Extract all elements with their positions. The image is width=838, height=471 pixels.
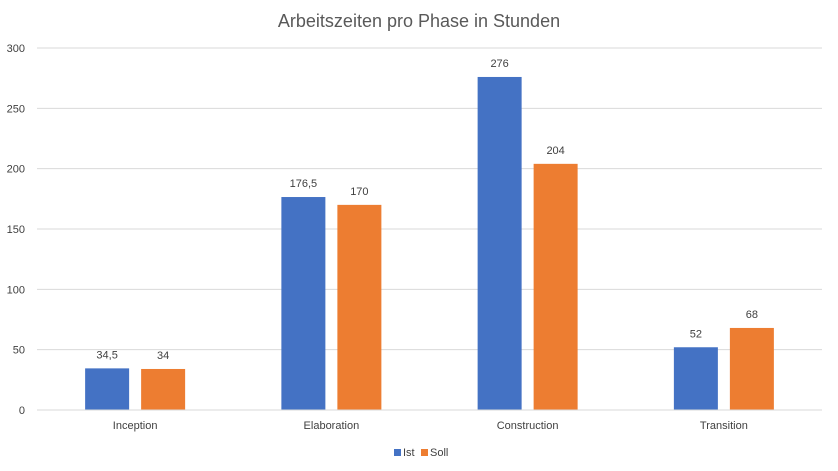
y-tick-label: 50	[13, 345, 25, 357]
y-tick-label: 250	[7, 103, 25, 115]
x-category-label: Transition	[700, 420, 748, 432]
data-label: 52	[690, 328, 702, 340]
bar-ist-elaboration	[281, 197, 326, 410]
data-label: 170	[350, 186, 368, 198]
bars	[85, 76, 774, 411]
bar-soll-transition	[729, 327, 774, 410]
bar-ist-transition	[673, 347, 718, 410]
y-axis-ticks: 0 50 100 150 200 250 300	[7, 43, 25, 417]
y-tick-label: 0	[19, 405, 25, 417]
x-axis-categories: Inception Elaboration Construction Transiti…	[37, 409, 822, 432]
bar-soll-elaboration	[337, 204, 382, 410]
x-category-label: Elaboration	[304, 420, 360, 432]
data-label: 68	[746, 309, 758, 321]
data-label: 276	[490, 58, 508, 70]
legend-swatch-ist	[394, 449, 401, 456]
legend: Ist Soll	[394, 447, 448, 459]
legend-label: Soll	[430, 447, 448, 459]
legend-swatch-soll	[421, 449, 428, 456]
bar-soll-construction	[533, 163, 578, 410]
x-category-label: Inception	[113, 420, 158, 432]
data-label: 204	[546, 145, 564, 157]
chart-title: Arbeitszeiten pro Phase in Stunden	[278, 11, 560, 31]
y-tick-label: 200	[7, 164, 25, 176]
data-labels: 34,5 34 176,5 170 276 204 52 68	[96, 58, 758, 362]
bar-ist-construction	[477, 76, 522, 411]
data-label: 176,5	[290, 178, 318, 190]
data-label: 34	[157, 350, 169, 362]
x-category-label: Construction	[497, 420, 559, 432]
bar-ist-inception	[85, 368, 130, 410]
bar-soll-inception	[141, 368, 186, 410]
gridlines	[37, 47, 822, 411]
data-label: 34,5	[96, 349, 117, 361]
legend-label: Ist	[403, 447, 415, 459]
y-tick-label: 100	[7, 284, 25, 296]
y-tick-label: 150	[7, 224, 25, 236]
y-tick-label: 300	[7, 43, 25, 55]
